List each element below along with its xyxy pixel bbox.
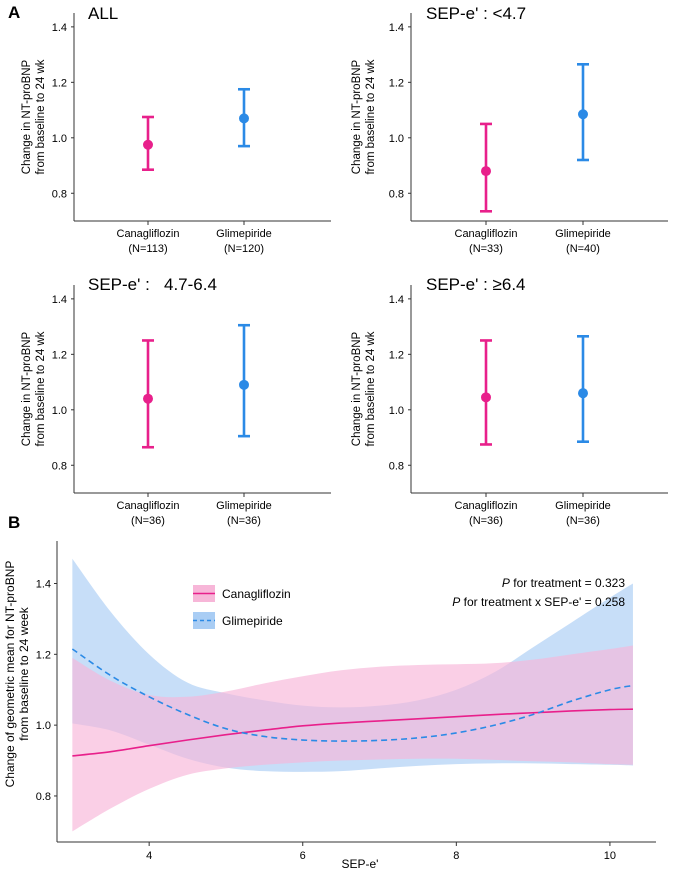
panel-a3-marks bbox=[142, 323, 250, 449]
panel-a4-ytick-0: 0.8 bbox=[389, 460, 404, 472]
panel-a1-ylabel-2: from baseline to 24 wk bbox=[35, 59, 47, 174]
panel-a4-ylabel-1: Change in NT-proBNP bbox=[351, 331, 363, 446]
panel-b-lines bbox=[71, 648, 634, 757]
panel-a4-glimepiride-point bbox=[578, 388, 588, 399]
panel-a1-xlabel-n-1: (N=120) bbox=[224, 243, 264, 255]
p-value-treatment-text: for treatment = 0.323 bbox=[510, 576, 625, 590]
panel-a2-ytick-3: 1.4 bbox=[389, 22, 404, 34]
panel-a4-canagliflozin-point bbox=[481, 392, 491, 403]
panel-a3-xlabel-n-1: (N=36) bbox=[227, 515, 261, 527]
p-value-treatment-p: P bbox=[502, 576, 510, 590]
panel-b-bands bbox=[72, 558, 633, 832]
panel-a2: SEP-e' : <4.7 Change in NT-proBNP from b… bbox=[351, 4, 668, 255]
panel-a1-canagliflozin-point bbox=[143, 139, 153, 150]
panel-a2-glimepiride-point bbox=[578, 109, 588, 120]
panel-a1-glimepiride-point bbox=[239, 113, 249, 124]
p-value-interaction-p: P bbox=[452, 595, 460, 609]
panel-a3-title: SEP-e' : 4.7-6.4 bbox=[88, 275, 217, 294]
panel-a2-title: SEP-e' : <4.7 bbox=[426, 4, 526, 23]
panel-a1-xlabel-1: Glimepiride bbox=[216, 228, 272, 240]
panel-a4-title: SEP-e' : ≥6.4 bbox=[426, 275, 526, 294]
panel-b-ytick-3: 1.4 bbox=[36, 578, 51, 590]
panel-label-b: B bbox=[8, 513, 20, 532]
band-canagliflozin bbox=[72, 645, 633, 832]
panel-b-xlabel: SEP-e' bbox=[342, 857, 379, 871]
panel-a3-glimepiride-point bbox=[239, 379, 249, 390]
panel-a1-xlabel-n-0: (N=113) bbox=[128, 243, 167, 255]
panel-b-ylabel-1: Change of geometric mean for NT-proBNP bbox=[3, 561, 17, 788]
p-value-interaction-text: for treatment x SEP-e' = 0.258 bbox=[460, 595, 625, 609]
panel-a2-xlabel-0: Canagliflozin bbox=[455, 228, 518, 240]
panel-a4-ytick-1: 1.0 bbox=[389, 405, 404, 417]
panel-a3-xlabel-1: Glimepiride bbox=[216, 500, 272, 512]
curve-canagliflozin bbox=[72, 708, 633, 757]
panel-b-legend: Canagliflozin Glimepiride bbox=[193, 585, 291, 629]
panel-a1-xlabel-0: Canagliflozin bbox=[117, 228, 180, 240]
panel-a4-ytick-2: 1.2 bbox=[389, 349, 404, 361]
panel-a2-ylabel-2: from baseline to 24 wk bbox=[365, 59, 377, 174]
panel-a1-ytick-2: 1.2 bbox=[52, 77, 67, 89]
panel-a2-canagliflozin-point bbox=[481, 166, 491, 177]
panel-a4-ylabel-2: from baseline to 24 wk bbox=[365, 331, 377, 446]
panel-b-ylabel-2: from baseline to 24 week bbox=[17, 606, 31, 740]
panel-a4: SEP-e' : ≥6.4 Change in NT-proBNP from b… bbox=[351, 275, 668, 527]
panel-a3-ytick-2: 1.2 bbox=[52, 349, 67, 361]
panel-a2-ytick-0: 0.8 bbox=[389, 188, 404, 200]
panel-b-ytick-2: 1.2 bbox=[36, 649, 51, 661]
panel-a4-xlabel-n-1: (N=36) bbox=[566, 515, 600, 527]
panel-a2-ytick-1: 1.0 bbox=[389, 133, 404, 145]
panel-b-ytick-0: 0.8 bbox=[36, 791, 51, 803]
panel-a2-ytick-2: 1.2 bbox=[389, 77, 404, 89]
panel-a1-ylabel-1: Change in NT-proBNP bbox=[21, 59, 33, 174]
panel-a1-marks bbox=[142, 87, 250, 171]
panel-b: Change of geometric mean for NT-proBNP f… bbox=[3, 541, 656, 871]
panel-a3-ytick-1: 1.0 bbox=[52, 405, 67, 417]
panel-a3-xlabel-n-0: (N=36) bbox=[131, 515, 165, 527]
panel-a1-title: ALL bbox=[88, 4, 118, 23]
panel-b-xtick-0: 4 bbox=[146, 850, 152, 862]
panel-a4-marks bbox=[480, 335, 589, 446]
panel-label-a: A bbox=[8, 3, 20, 22]
panel-b-xtick-3: 10 bbox=[604, 850, 616, 862]
panel-a3-xlabel-0: Canagliflozin bbox=[117, 500, 180, 512]
panel-a1-ytick-1: 1.0 bbox=[52, 133, 67, 145]
panel-a2-xlabel-1: Glimepiride bbox=[555, 228, 611, 240]
panel-a2-marks bbox=[480, 63, 589, 213]
panel-a4-xlabel-1: Glimepiride bbox=[555, 500, 611, 512]
panel-b-xtick-2: 8 bbox=[453, 850, 459, 862]
panel-a3-ylabel-1: Change in NT-proBNP bbox=[21, 331, 33, 446]
legend-label-glimepiride: Glimepiride bbox=[222, 614, 283, 628]
panel-a2-ylabel-1: Change in NT-proBNP bbox=[351, 59, 363, 174]
panel-a4-xlabel-n-0: (N=36) bbox=[469, 515, 503, 527]
legend-label-canagliflozin: Canagliflozin bbox=[222, 587, 291, 601]
panel-a3-ytick-3: 1.4 bbox=[52, 294, 67, 306]
panel-b-ticks: 0.8 1.0 1.2 1.4 4 6 8 10 bbox=[36, 578, 616, 862]
panel-a2-xlabel-n-1: (N=40) bbox=[566, 243, 600, 255]
panel-a4-ytick-3: 1.4 bbox=[389, 294, 404, 306]
panel-a1-ytick-0: 0.8 bbox=[52, 188, 67, 200]
panel-a3-ytick-0: 0.8 bbox=[52, 460, 67, 472]
curve-glimepiride bbox=[71, 648, 634, 742]
panel-a1: ALL Change in NT-proBNP from baseline to… bbox=[21, 4, 331, 255]
panel-b-ytick-1: 1.0 bbox=[36, 720, 51, 732]
p-value-interaction: P for treatment x SEP-e' = 0.258 bbox=[452, 595, 625, 609]
panel-b-xtick-1: 6 bbox=[300, 850, 306, 862]
panel-a2-xlabel-n-0: (N=33) bbox=[469, 243, 503, 255]
panel-a3-ylabel-2: from baseline to 24 wk bbox=[35, 331, 47, 446]
panel-a1-ytick-3: 1.4 bbox=[52, 22, 67, 34]
p-value-treatment: P for treatment = 0.323 bbox=[502, 576, 625, 590]
panel-a4-xlabel-0: Canagliflozin bbox=[455, 500, 518, 512]
panel-a3-canagliflozin-point bbox=[143, 393, 153, 404]
panel-a3: SEP-e' : 4.7-6.4 Change in NT-proBNP fro… bbox=[21, 275, 331, 527]
